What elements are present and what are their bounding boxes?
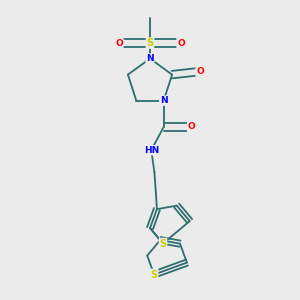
Text: N: N — [146, 54, 154, 63]
Text: N: N — [160, 96, 167, 105]
Text: O: O — [196, 67, 204, 76]
Text: O: O — [188, 122, 195, 131]
Text: O: O — [115, 39, 123, 48]
Text: S: S — [151, 269, 158, 280]
Text: S: S — [146, 38, 154, 48]
Text: S: S — [159, 238, 167, 248]
Text: HN: HN — [144, 146, 159, 155]
Text: O: O — [177, 39, 185, 48]
